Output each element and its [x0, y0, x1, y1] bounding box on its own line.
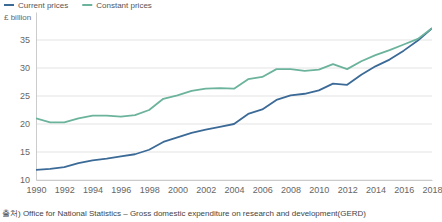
x-tick: 1996: [111, 180, 131, 195]
x-tick: 2008: [281, 180, 301, 195]
legend-label: Constant prices: [96, 1, 152, 10]
x-tick: 2000: [168, 180, 188, 195]
series-line: [36, 28, 432, 122]
x-tick: 1994: [83, 180, 103, 195]
x-tick-label: 2002: [196, 185, 216, 195]
x-tick-label: 2000: [168, 185, 188, 195]
y-tick: 20: [20, 119, 36, 129]
x-tick: 2002: [196, 180, 216, 195]
y-tick-label: 25: [20, 91, 30, 101]
grid-line: [36, 152, 432, 153]
source-note: 출처) Office for National Statistics – Gro…: [2, 209, 366, 218]
legend: Current prices Constant prices: [4, 1, 152, 10]
y-tick: 35: [20, 35, 36, 45]
y-tick-label: 15: [20, 147, 30, 157]
x-tick-label: 2010: [309, 185, 329, 195]
y-axis-line: [36, 13, 37, 181]
y-tick: 15: [20, 147, 36, 157]
x-tick: 2016: [394, 180, 414, 195]
x-tick: 1998: [140, 180, 160, 195]
y-tick: 25: [20, 91, 36, 101]
x-tick-label: 1994: [83, 185, 103, 195]
series-line: [36, 28, 432, 170]
x-tick: 2006: [253, 180, 273, 195]
x-tick-label: 1998: [140, 185, 160, 195]
x-tick-label: 1990: [26, 185, 46, 195]
x-axis: 1990 1992 1994 1996 1998 2000 2002 2004 2006 2008…: [26, 180, 442, 195]
x-tick: 1992: [55, 180, 75, 195]
x-tick-label: 2014: [366, 185, 386, 195]
y-tick-label: 10: [20, 175, 30, 185]
x-tick-label: 2004: [224, 185, 244, 195]
grid-line: [36, 96, 432, 97]
grid-line: [36, 40, 432, 41]
x-tick-label: 1992: [55, 185, 75, 195]
y-axis-title: £ billion: [4, 13, 31, 22]
y-tick-label: 35: [20, 35, 30, 45]
grid: [36, 40, 432, 180]
x-tick: 2004: [224, 180, 244, 195]
legend-swatch: [4, 4, 14, 6]
plot-area: [36, 28, 432, 170]
y-tick-label: 20: [20, 119, 30, 129]
x-tick: 2012: [338, 180, 358, 195]
x-tick: 2018: [422, 180, 442, 195]
x-axis-line: [37, 180, 433, 181]
x-tick-label: 2018: [422, 185, 442, 195]
x-tick: 2014: [366, 180, 386, 195]
x-tick-label: 1996: [111, 185, 131, 195]
y-axis: 10 15 20 25 30 35: [20, 13, 37, 186]
y-tick: 10: [20, 175, 36, 185]
legend-swatch: [82, 4, 92, 6]
x-tick: 2010: [309, 180, 329, 195]
x-tick-label: 2008: [281, 185, 301, 195]
x-tick-label: 2016: [394, 185, 414, 195]
grid-line: [36, 180, 432, 181]
legend-label: Current prices: [18, 1, 68, 10]
x-tick: 1990: [26, 180, 46, 195]
y-tick: 30: [20, 63, 36, 73]
y-tick-label: 30: [20, 63, 30, 73]
x-tick-label: 2006: [253, 185, 273, 195]
x-tick-label: 2012: [338, 185, 358, 195]
